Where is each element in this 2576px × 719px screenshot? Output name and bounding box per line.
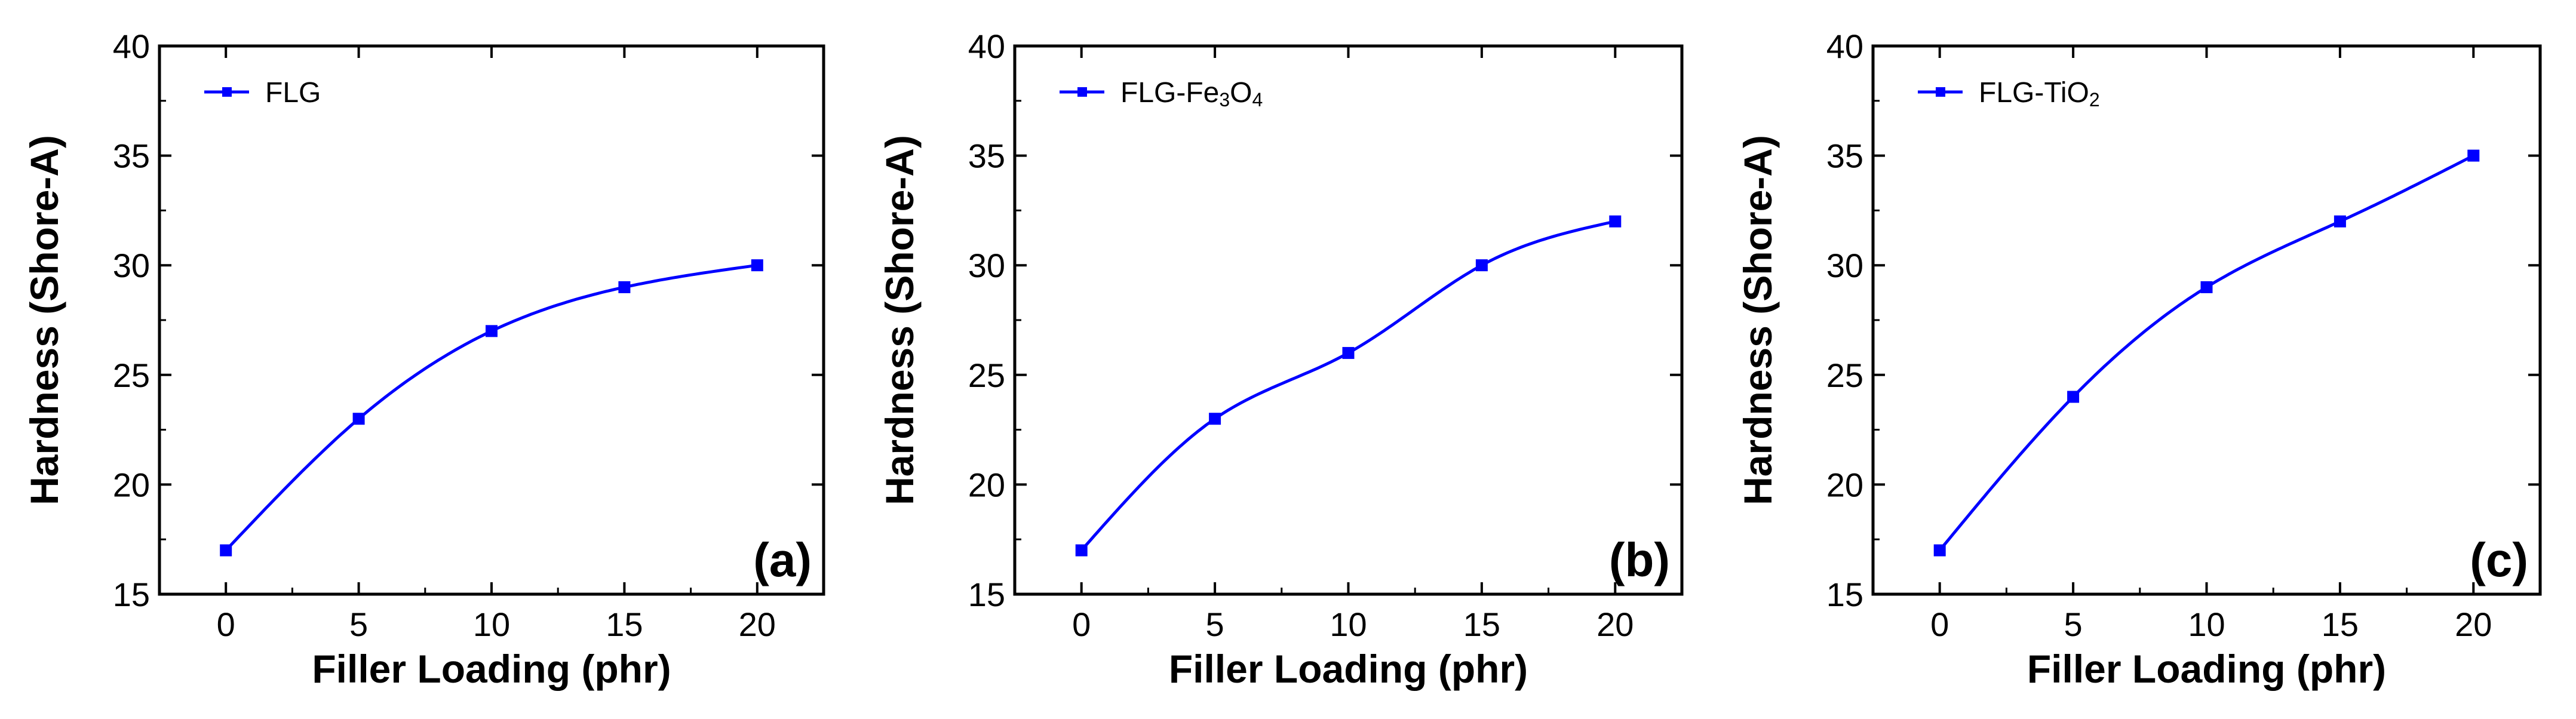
x-tick-label: 0 bbox=[1930, 606, 1949, 643]
x-tick-label: 20 bbox=[739, 606, 776, 643]
x-tick-label: 15 bbox=[606, 606, 643, 643]
panel-label: (c) bbox=[2470, 533, 2528, 586]
data-point bbox=[2334, 215, 2346, 228]
y-tick-label: 30 bbox=[113, 247, 150, 284]
y-tick-label: 40 bbox=[113, 27, 150, 65]
y-tick-label: 20 bbox=[113, 466, 150, 503]
y-tick-label: 30 bbox=[968, 247, 1005, 284]
y-tick-label: 25 bbox=[113, 357, 150, 394]
x-tick-label: 0 bbox=[217, 606, 235, 643]
data-point bbox=[2200, 281, 2213, 293]
x-axis-title: Filler Loading (phr) bbox=[2027, 647, 2386, 691]
data-point bbox=[2067, 391, 2080, 403]
y-tick-label: 40 bbox=[968, 27, 1005, 65]
data-point bbox=[1075, 544, 1088, 557]
x-axis-title: Filler Loading (phr) bbox=[312, 647, 671, 691]
y-tick-label: 35 bbox=[968, 137, 1005, 175]
x-tick-label: 5 bbox=[349, 606, 368, 643]
x-tick-label: 20 bbox=[1596, 606, 1634, 643]
y-tick-label: 15 bbox=[968, 576, 1005, 613]
x-tick-label: 10 bbox=[473, 606, 510, 643]
y-axis-title: Hardness (Shore-A) bbox=[1736, 135, 1780, 505]
data-point bbox=[1342, 347, 1355, 360]
legend-text-part: FLG-Fe bbox=[1120, 77, 1219, 109]
y-tick-label: 15 bbox=[1826, 576, 1863, 613]
panel-label: (a) bbox=[753, 533, 812, 586]
series-line bbox=[1938, 154, 2474, 552]
x-tick-label: 10 bbox=[1330, 606, 1367, 643]
data-point bbox=[1475, 259, 1488, 272]
panel-label: (b) bbox=[1609, 533, 1670, 586]
y-tick-label: 15 bbox=[113, 576, 150, 613]
x-tick-label: 5 bbox=[2064, 606, 2083, 643]
legend-subscript: 4 bbox=[1252, 89, 1263, 110]
x-axis-title: Filler Loading (phr) bbox=[1169, 647, 1528, 691]
data-point bbox=[486, 325, 498, 337]
y-axis-title: Hardness (Shore-A) bbox=[877, 135, 922, 505]
data-point bbox=[1609, 215, 1622, 228]
y-tick-label: 25 bbox=[968, 357, 1005, 394]
y-tick-label: 30 bbox=[1826, 247, 1863, 284]
x-tick-label: 20 bbox=[2455, 606, 2492, 643]
chart-panel-1: 0 5 10 15 20 15 20 25 30 35 40 Filler Loading (phr)… bbox=[22, 27, 825, 691]
data-point bbox=[1933, 544, 1946, 557]
legend-subscript: 3 bbox=[1219, 89, 1230, 110]
data-point bbox=[618, 281, 631, 293]
legend-marker bbox=[1936, 87, 1945, 97]
legend-label: FLG-Fe3O4 bbox=[1120, 77, 1263, 110]
y-tick-label: 20 bbox=[968, 466, 1005, 503]
data-point bbox=[220, 544, 232, 557]
legend-text-part: FLG-TiO bbox=[1979, 77, 2089, 109]
chart-panel-2: 0 5 10 15 20 15 20 25 30 35 40 Filler Loading (phr)… bbox=[877, 27, 1684, 691]
x-tick-label: 10 bbox=[2188, 606, 2225, 643]
legend-marker bbox=[222, 87, 232, 97]
series-line bbox=[225, 263, 758, 552]
legend-text-part: FLG bbox=[265, 77, 321, 109]
legend-subscript: 2 bbox=[2089, 89, 2100, 110]
legend-marker bbox=[1077, 87, 1087, 97]
legend-label: FLG bbox=[265, 77, 321, 109]
chart-panel-3: 0 5 10 15 20 15 20 25 30 35 40 Filler Loading (phr)… bbox=[1736, 27, 2542, 691]
y-tick-label: 35 bbox=[113, 137, 150, 175]
data-point bbox=[352, 413, 365, 425]
x-tick-label: 0 bbox=[1072, 606, 1091, 643]
plot-frame bbox=[158, 44, 825, 596]
x-tick-label: 5 bbox=[1206, 606, 1224, 643]
data-point bbox=[1209, 413, 1221, 425]
data-point bbox=[2467, 149, 2480, 162]
series-line bbox=[1080, 220, 1616, 552]
x-tick-label: 15 bbox=[2322, 606, 2359, 643]
data-point bbox=[751, 259, 763, 272]
legend-text-part: O bbox=[1230, 77, 1252, 109]
legend-label: FLG-TiO2 bbox=[1979, 77, 2100, 110]
y-tick-label: 35 bbox=[1826, 137, 1863, 175]
y-tick-label: 40 bbox=[1826, 27, 1863, 65]
y-axis-title: Hardness (Shore-A) bbox=[22, 135, 66, 505]
y-tick-label: 20 bbox=[1826, 466, 1863, 503]
x-tick-label: 15 bbox=[1463, 606, 1500, 643]
y-tick-label: 25 bbox=[1826, 357, 1863, 394]
